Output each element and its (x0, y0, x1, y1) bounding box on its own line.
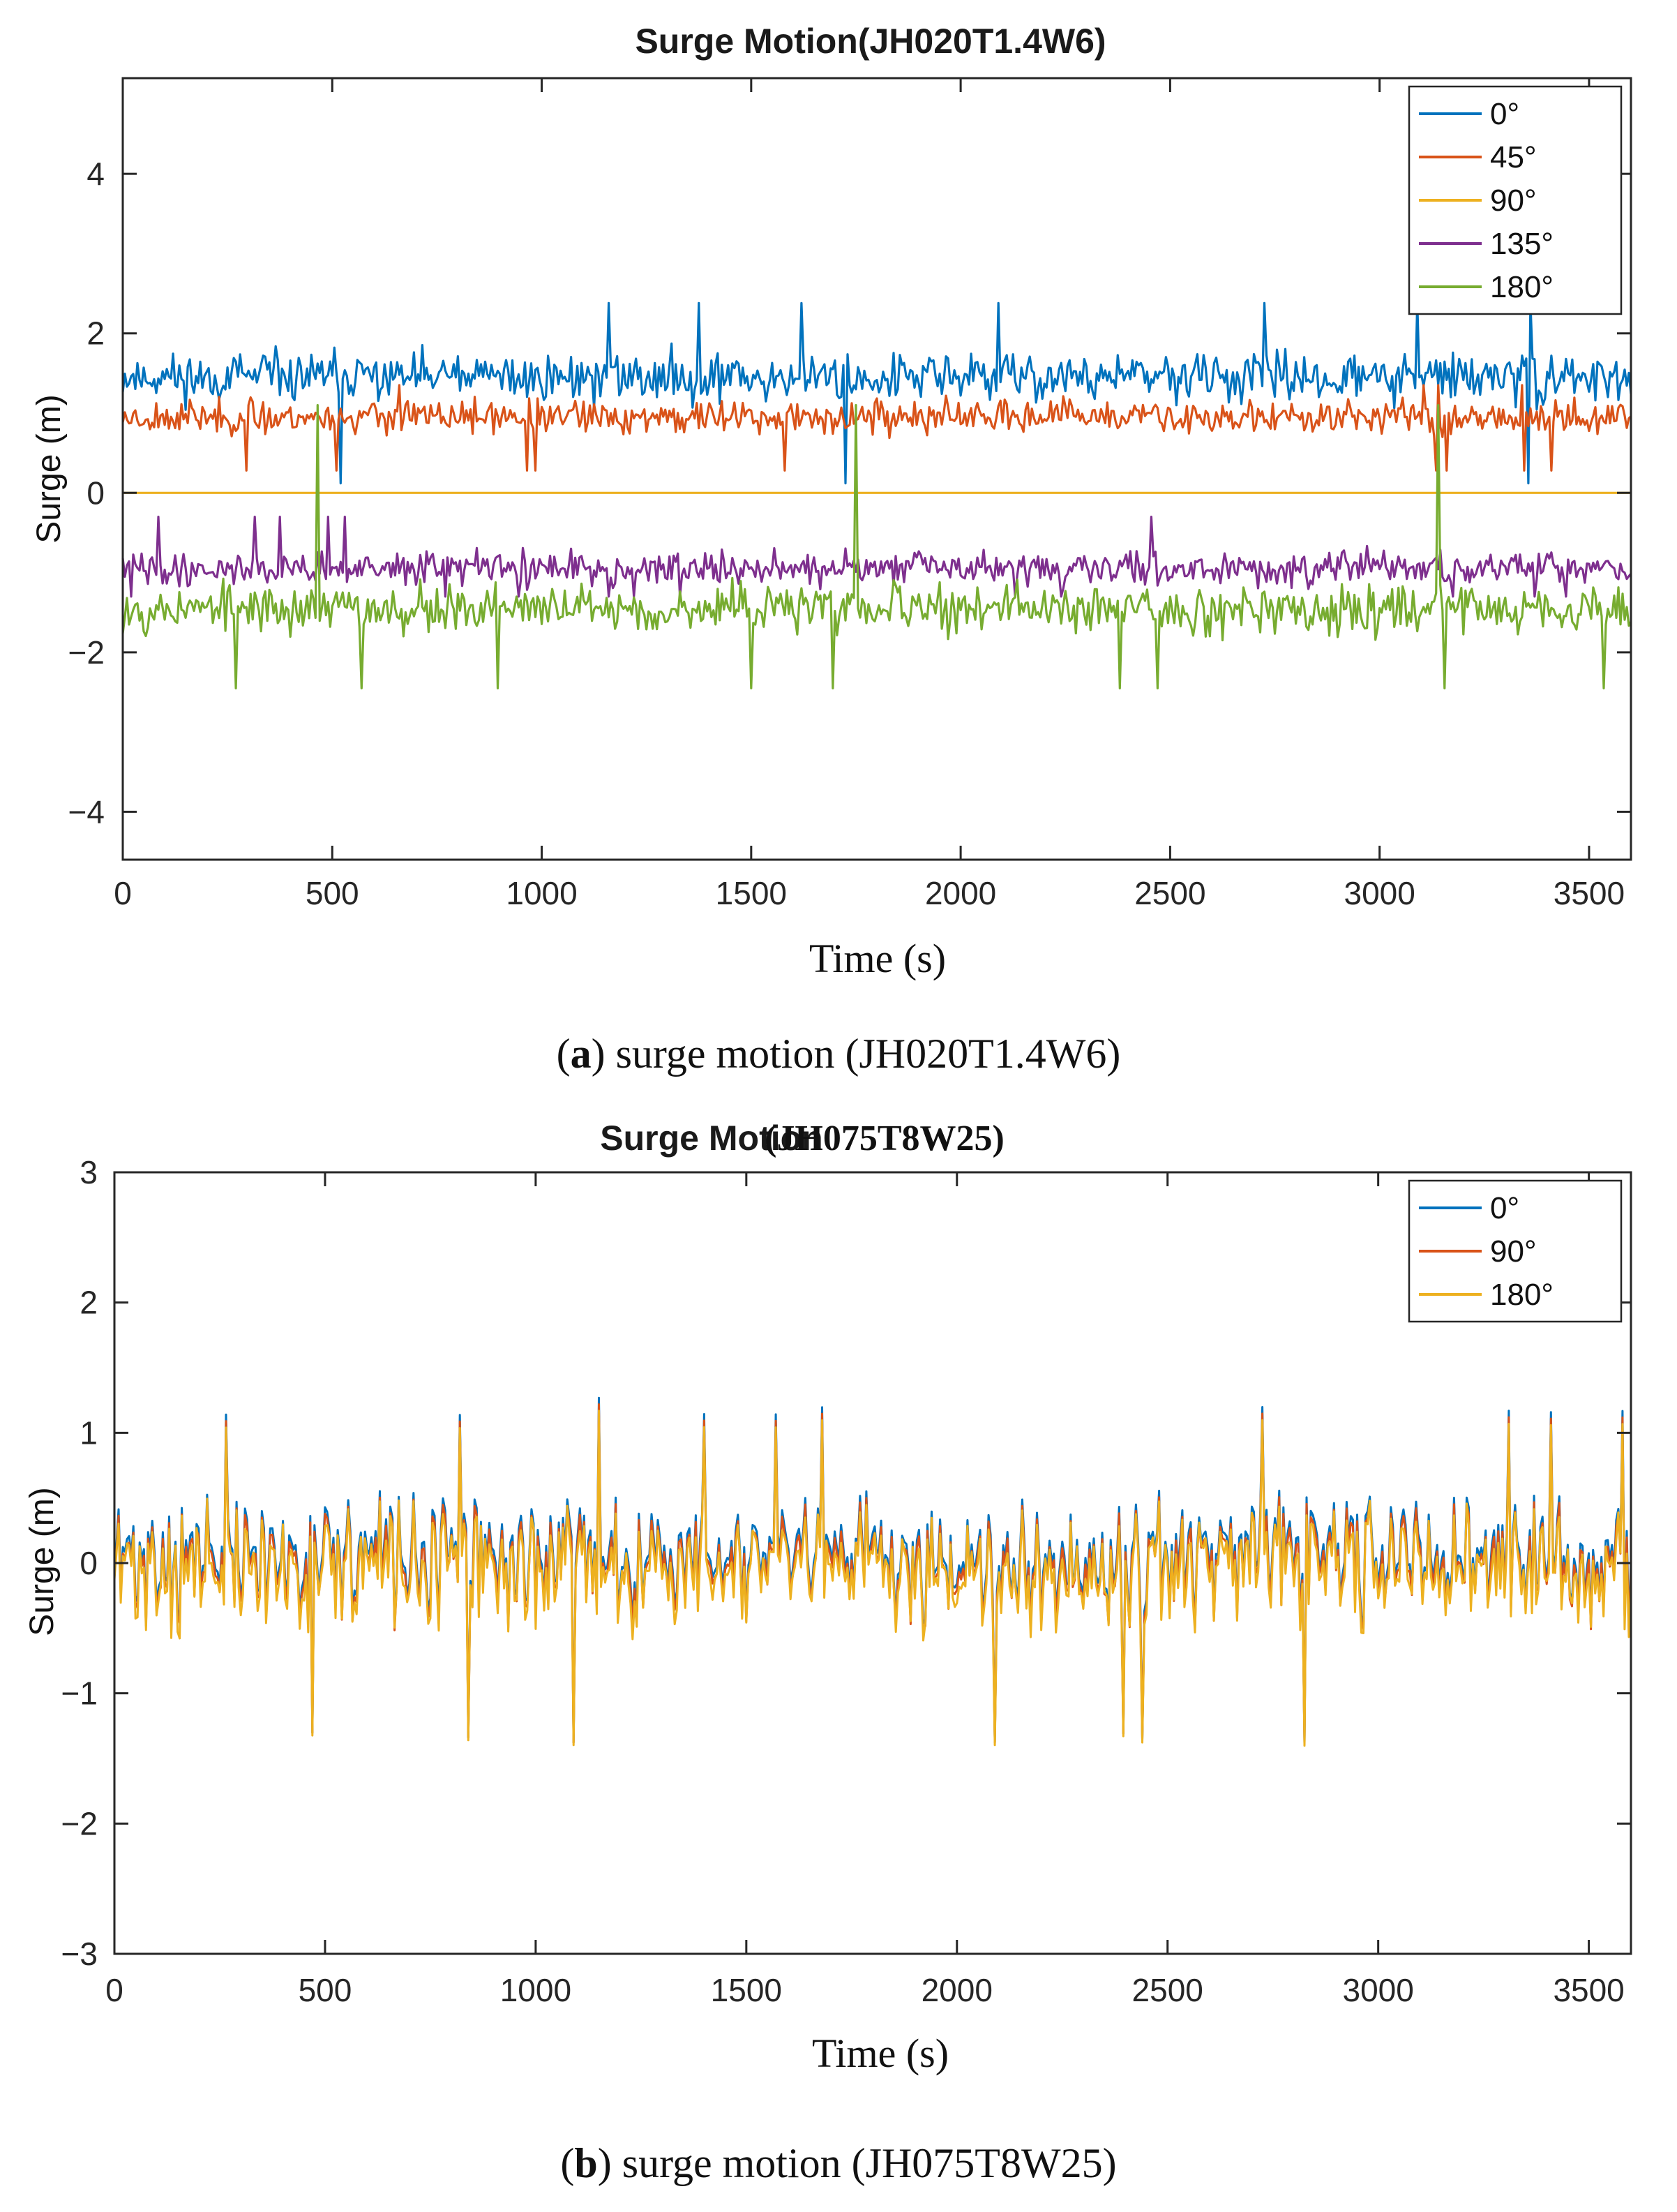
chart-b-series (113, 1396, 1632, 1747)
chart-a-y-axis-label: Surge (m) (31, 394, 68, 543)
chart-b-y-tick-label: 0 (80, 1545, 98, 1581)
chart-b-legend-label: 90° (1490, 1234, 1537, 1269)
chart-a-x-tick-label: 2500 (1134, 875, 1205, 911)
chart-b-y-tick-label: −2 (61, 1805, 98, 1841)
chart-b-legend-label: 0° (1490, 1191, 1519, 1225)
chart-a: Surge Motion(JH020T1.4W6) 0 500 1000 1500 20… (31, 22, 1632, 1077)
chart-a-caption-text: ) surge motion (JH020T1.4W6) (592, 1031, 1121, 1077)
chart-b-series-line-1 (113, 1403, 1632, 1744)
chart-b-x-tick-label: 3000 (1342, 1972, 1413, 2008)
chart-a-y-tick-label: −2 (68, 634, 105, 671)
chart-a-x-tick-label: 1500 (716, 875, 787, 911)
chart-b-caption-open: ( (560, 2140, 574, 2186)
chart-b-y-axis-label: Surge (m) (24, 1487, 61, 1636)
chart-a-y-tick-label: 2 (87, 315, 105, 352)
chart-a-plot-frame (121, 77, 1632, 861)
chart-a-y-tick-label: −4 (68, 793, 105, 830)
chart-a-series-line-4 (121, 403, 1632, 689)
chart-b-legend: 0° 90° 180° (1408, 1179, 1623, 1323)
chart-a-x-tick-label: 1000 (506, 875, 577, 911)
chart-b-caption-letter: b (574, 2140, 597, 2186)
chart-a-y-tick-label: 4 (87, 156, 105, 192)
chart-a-x-tick-label: 500 (306, 875, 359, 911)
chart-a-caption: (a) surge motion (JH020T1.4W6) (557, 1031, 1121, 1077)
chart-b-x-tick-label: 2000 (922, 1972, 993, 2008)
chart-a-legend: 0° 45° 90° 135° 180° (1408, 85, 1623, 315)
chart-b-legend-label: 180° (1490, 1278, 1554, 1312)
chart-b-y-tick-label: 2 (80, 1285, 98, 1321)
chart-b-title: Surge Motion (600, 1119, 822, 1158)
chart-b-x-tick-label: 500 (299, 1972, 352, 2008)
chart-a-ticks: 0 500 1000 1500 2000 2500 3000 3500 −4 −2 0 2 4 (68, 78, 1631, 911)
chart-a-series-line-3 (121, 515, 1632, 598)
chart-b-x-tick-label: 3500 (1553, 1972, 1624, 2008)
chart-a-legend-label: 90° (1490, 184, 1537, 218)
chart-a-legend-label: 180° (1490, 270, 1554, 304)
chart-b-caption-text: ) surge motion (JH075T8W25) (598, 2140, 1117, 2186)
chart-a-caption-open: ( (557, 1031, 571, 1077)
chart-b-x-tick-label: 1000 (500, 1972, 571, 2008)
chart-a-x-tick-label: 3500 (1554, 875, 1625, 911)
chart-a-legend-label: 0° (1490, 97, 1519, 131)
chart-a-caption-letter: a (571, 1031, 592, 1077)
chart-b-series-line-2 (113, 1410, 1632, 1747)
chart-b-y-tick-label: 3 (80, 1154, 98, 1190)
chart-a-x-tick-label: 2000 (925, 875, 996, 911)
chart-a-legend-label: 135° (1490, 227, 1554, 261)
chart-b-x-tick-label: 2500 (1132, 1972, 1203, 2008)
chart-b-x-tick-label: 1500 (711, 1972, 782, 2008)
chart-b-x-tick-label: 0 (105, 1972, 123, 2008)
chart-a-series (121, 301, 1632, 689)
chart-b-series-line-0 (113, 1396, 1632, 1744)
chart-a-y-tick-label: 0 (87, 474, 105, 511)
chart-a-series-line-1 (121, 384, 1632, 472)
chart-b-ticks: 0 500 1000 1500 2000 2500 3000 3500 −3 −2 −1 0 1 2 3 (61, 1154, 1631, 2008)
chart-b-y-tick-label: −1 (61, 1675, 98, 1712)
chart-a-x-tick-label: 3000 (1344, 875, 1415, 911)
chart-b-y-tick-label: 1 (80, 1414, 98, 1451)
chart-a-title: Surge Motion(JH020T1.4W6) (635, 22, 1106, 61)
chart-b-x-axis-label: Time (s) (812, 2031, 949, 2076)
chart-a-legend-label: 45° (1490, 140, 1537, 174)
chart-b-plot-frame (113, 1171, 1632, 1955)
chart-a-x-axis-label: Time (s) (809, 936, 946, 981)
chart-a-series-line-0 (121, 301, 1632, 485)
chart-b-title-suffix: (JH075T8W25) (765, 1119, 1005, 1158)
chart-b-y-tick-label: −3 (61, 1936, 98, 1972)
chart-b-caption: (b) surge motion (JH075T8W25) (560, 2140, 1116, 2186)
chart-a-x-tick-label: 0 (114, 875, 132, 911)
chart-b: Surge Motion (JH075T8W25) 0 500 1000 1500 20… (24, 1119, 1632, 2186)
